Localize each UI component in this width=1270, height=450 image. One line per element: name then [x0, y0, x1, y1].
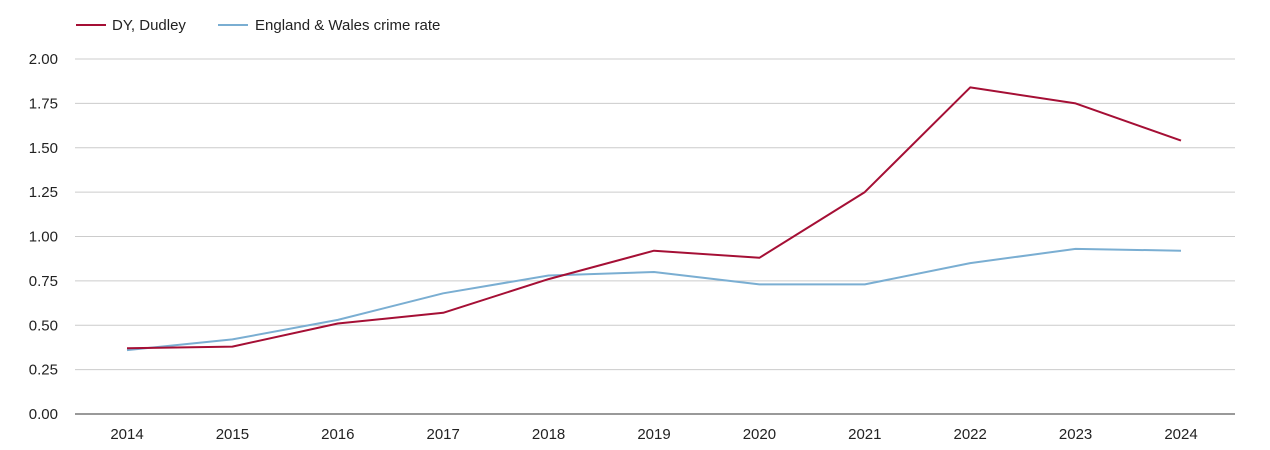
x-tick-label: 2019	[637, 426, 670, 443]
y-tick-label: 1.75	[29, 95, 58, 112]
chart-legend: DY, Dudley England & Wales crime rate	[76, 17, 440, 34]
legend-label-dudley: DY, Dudley	[112, 17, 186, 34]
legend-label-england-wales: England & Wales crime rate	[255, 17, 440, 34]
y-tick-label: 1.25	[29, 184, 58, 201]
series-lines	[126, 86, 1182, 352]
y-tick-label: 0.00	[29, 406, 58, 423]
y-tick-label: 0.25	[29, 362, 58, 379]
x-axis-tick-labels: 2014 2015 2016 2017 2018 2019 2020 2021 2022 2023…	[110, 426, 1197, 443]
series-line-dudley	[126, 86, 1182, 350]
y-tick-label: 2.00	[29, 51, 58, 68]
x-tick-label: 2024	[1164, 426, 1197, 443]
series-line-england-wales	[126, 247, 1182, 352]
x-tick-label: 2021	[848, 426, 881, 443]
x-tick-label: 2022	[954, 426, 987, 443]
x-tick-label: 2015	[216, 426, 249, 443]
y-tick-label: 0.50	[29, 317, 58, 334]
x-tick-label: 2020	[743, 426, 776, 443]
y-tick-label: 0.75	[29, 273, 58, 290]
y-tick-label: 1.00	[29, 229, 58, 246]
x-tick-label: 2017	[427, 426, 460, 443]
x-tick-label: 2018	[532, 426, 565, 443]
x-tick-label: 2023	[1059, 426, 1092, 443]
y-gridlines	[75, 58, 1235, 371]
y-axis-tick-labels: 0.00 0.25 0.50 0.75 1.00 1.25 1.50 1.75 2.00	[29, 51, 58, 423]
y-tick-label: 1.50	[29, 140, 58, 157]
x-tick-label: 2014	[110, 426, 143, 443]
x-tick-label: 2016	[321, 426, 354, 443]
